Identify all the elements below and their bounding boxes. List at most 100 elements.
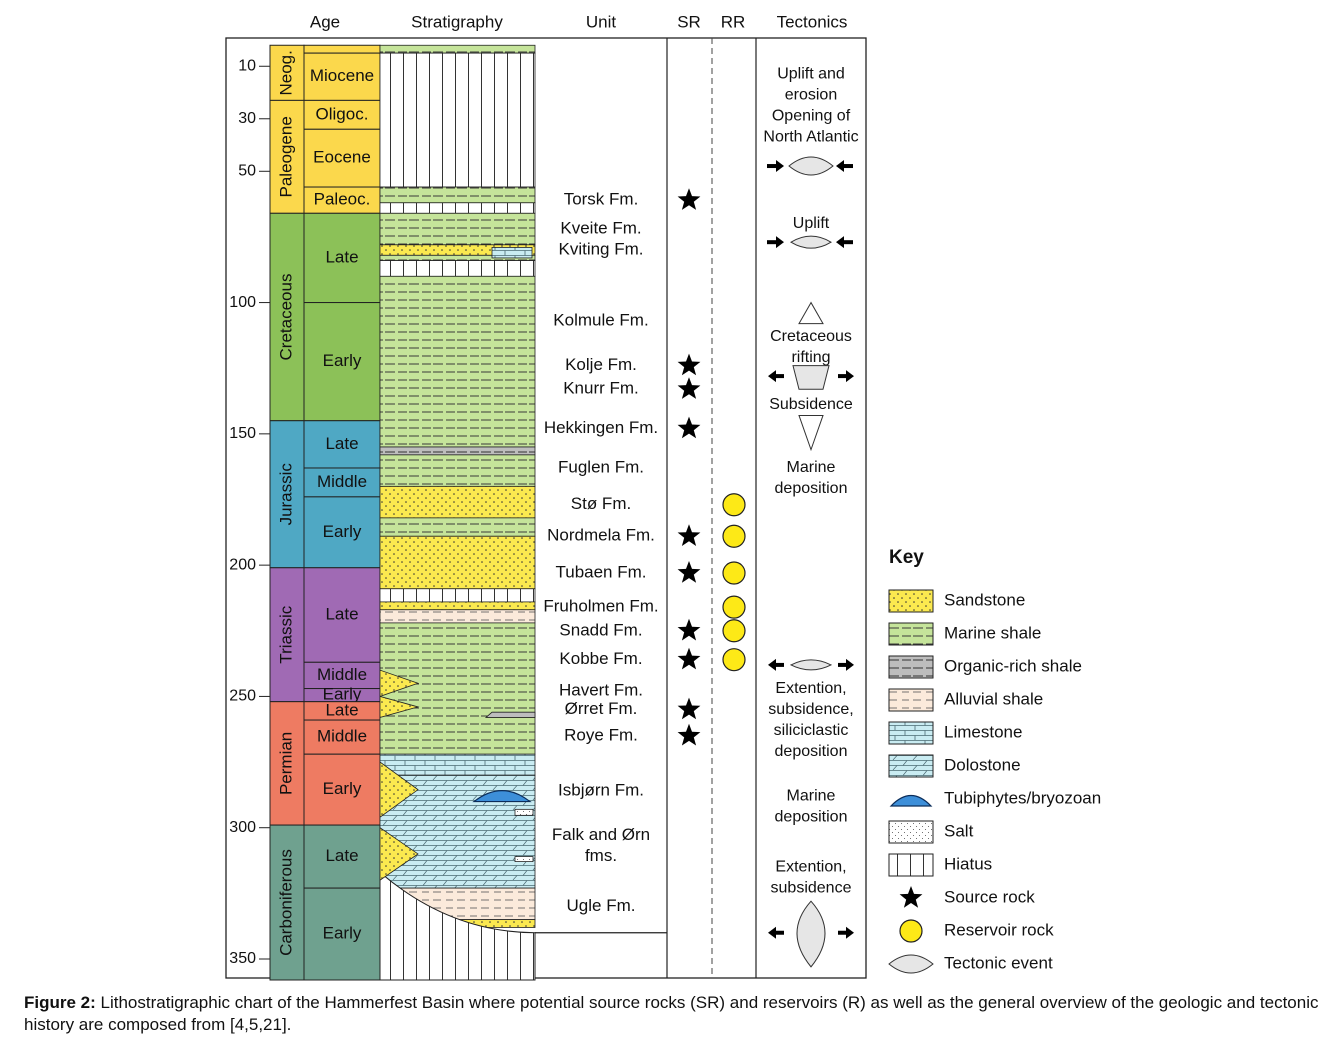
legend-label: Reservoir rock [944, 920, 1054, 939]
legend-swatch-hiatus [888, 853, 934, 877]
basal-hiatus [379, 871, 536, 981]
series-label: Late [325, 846, 358, 865]
tectonics-label: Uplift [793, 215, 830, 232]
tectonic-event-lens [789, 659, 833, 671]
source-rock-star [677, 618, 701, 641]
legend-swatch-salt [888, 820, 934, 844]
unit-label: Fruholmen Fm. [543, 597, 658, 616]
source-rock-star [677, 723, 701, 746]
tectonic-event-lens [788, 156, 834, 176]
sandstone-wedge [379, 669, 420, 697]
salt-lens [514, 808, 534, 816]
source-rock-star [677, 416, 701, 439]
legend-swatch-shale [888, 622, 934, 646]
age-tick-label: 150 [229, 425, 256, 442]
unit-label: Knurr Fm. [563, 379, 639, 398]
caption-label: Figure 2: [24, 993, 96, 1012]
unit-label: Kobbe Fm. [559, 649, 642, 668]
tectonics-label: deposition [775, 808, 848, 825]
reservoir-circle [722, 524, 746, 548]
reservoir-circle [722, 561, 746, 585]
legend-swatch-alluvial [888, 688, 934, 712]
age-tick-label: 50 [238, 163, 256, 180]
header-sr: SR [677, 12, 701, 31]
system-label: Paleogene [276, 116, 295, 197]
tectonics-label: Uplift and [777, 65, 845, 82]
legend-label: Tubiphytes/bryozoan [944, 788, 1101, 807]
tectonics-label: erosion [785, 86, 837, 103]
rifting-up-triangle [798, 301, 824, 325]
header-tectonics: Tectonics [777, 12, 848, 31]
system-label: Jurassic [276, 463, 295, 526]
series-label: Eocene [313, 148, 371, 167]
legend-swatch-limestone [888, 721, 934, 745]
series-label: Early [323, 924, 362, 943]
legend-swatch-lens [888, 954, 934, 974]
reservoir-circle [722, 595, 746, 619]
compression-arrow-head [836, 160, 844, 173]
extension-arrow-head [846, 926, 854, 939]
unit-label: Ugle Fm. [567, 896, 636, 915]
legend-swatch-circle [899, 919, 923, 943]
series-label: Early [323, 522, 362, 541]
series-label: Middle [317, 472, 367, 491]
series-label: Paleoc. [314, 190, 371, 209]
header-unit: Unit [586, 12, 617, 31]
legend-label: Tectonic event [944, 953, 1053, 972]
extension-arrow-head [768, 926, 776, 939]
series-label: Early [323, 779, 362, 798]
series-box [303, 99, 381, 130]
source-rock-star [677, 697, 701, 720]
unit-label: Ørret Fm. [565, 699, 638, 718]
system-label: Permian [276, 732, 295, 795]
figure-caption: Figure 2: Lithostratigraphic chart of th… [24, 992, 1324, 1036]
age-tick-label: 10 [238, 57, 256, 74]
series-box [303, 887, 381, 981]
legend-label: Limestone [944, 722, 1022, 741]
extension-arrow-head [846, 370, 854, 383]
system-box [269, 212, 305, 422]
header-rr: RR [721, 12, 746, 31]
series-label: Middle [317, 727, 367, 746]
tectonics-label: Cretaceous [770, 328, 852, 345]
strat-layer [379, 44, 536, 54]
series-box [303, 567, 381, 663]
rifting-block [792, 365, 830, 390]
tectonics-label: deposition [775, 743, 848, 760]
legend-label: Source rock [944, 887, 1035, 906]
strat-layer [379, 202, 536, 214]
system-box [269, 824, 305, 981]
source-rock-star [677, 647, 701, 670]
tectonics-label: Extention, [775, 680, 846, 697]
caption-text: Lithostratigraphic chart of the Hammerfe… [24, 993, 1319, 1034]
strat-layer [379, 275, 536, 448]
reservoir-circle [722, 648, 746, 672]
chart-frame [225, 37, 867, 979]
extension-arrow-head [846, 658, 854, 671]
unit-label: Isbjørn Fm. [558, 780, 644, 799]
tectonics-label: North Atlantic [763, 128, 858, 145]
series-box [303, 420, 381, 469]
series-box [303, 44, 381, 54]
salt-lens [514, 856, 534, 862]
tectonic-event-lens [796, 900, 826, 968]
tectonics-label: Marine [787, 787, 836, 804]
series-box [303, 753, 381, 826]
extension-arrow-head [768, 658, 776, 671]
source-rock-star [677, 188, 701, 210]
age-tick-label: 250 [229, 688, 256, 705]
unit-label: Hekkingen Fm. [544, 418, 658, 437]
series-label: Early [323, 351, 362, 370]
series-label: Late [325, 700, 358, 719]
sandstone-wedge [379, 761, 419, 818]
legend-label: Alluvial shale [944, 689, 1043, 708]
extension-arrow-head [768, 370, 776, 383]
strat-layer [379, 485, 536, 519]
unit-label: Kolmule Fm. [553, 310, 648, 329]
tectonics-label: deposition [775, 480, 848, 497]
age-tick-label: 350 [229, 950, 256, 967]
legend-title: Key [889, 547, 924, 568]
legend-swatch-star [899, 886, 923, 908]
unit-label: Tubaen Fm. [555, 563, 646, 582]
unit-label: fms. [585, 846, 617, 865]
